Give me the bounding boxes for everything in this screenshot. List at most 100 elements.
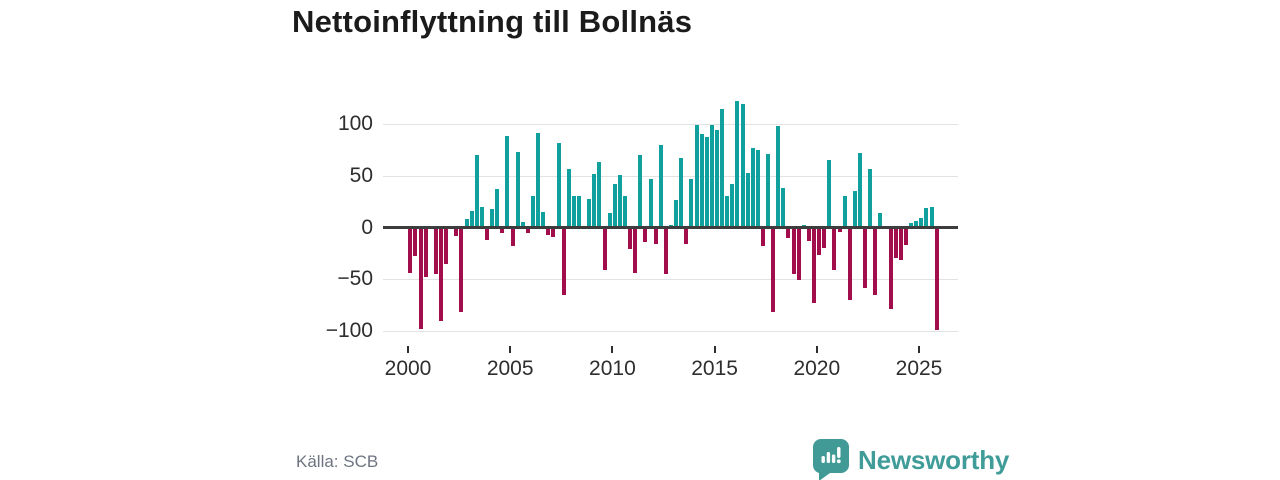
y-axis-label: 50 — [349, 164, 373, 187]
bar — [561, 227, 566, 295]
bar — [750, 148, 755, 228]
bar — [827, 159, 832, 228]
bar — [791, 227, 796, 275]
bar — [612, 184, 617, 228]
bar — [837, 227, 842, 232]
bar — [801, 224, 806, 228]
bar — [684, 227, 689, 245]
bar — [622, 195, 627, 228]
bar — [520, 221, 525, 228]
bar — [408, 227, 413, 274]
bar — [648, 179, 653, 228]
gridline — [383, 278, 958, 280]
bar — [786, 227, 791, 238]
bar — [817, 227, 822, 255]
bar — [510, 227, 515, 247]
bar — [740, 103, 745, 228]
x-axis-label: 2005 — [486, 357, 534, 380]
bar — [755, 150, 760, 228]
bar — [730, 184, 735, 228]
x-axis-tick — [815, 346, 818, 353]
bar — [464, 219, 469, 228]
bar — [541, 212, 546, 228]
bar — [566, 168, 571, 228]
bar — [873, 227, 878, 295]
bar — [878, 213, 883, 228]
bar — [904, 227, 908, 246]
bar — [418, 227, 423, 329]
gridline — [383, 123, 958, 125]
bar — [822, 227, 827, 249]
brand-logo: Newsworthy — [813, 439, 1010, 480]
bar — [571, 195, 576, 228]
x-axis-label: 2015 — [691, 357, 738, 380]
bar — [474, 155, 479, 228]
x-axis-label: 2020 — [793, 357, 841, 380]
bar — [760, 227, 765, 247]
bar — [832, 227, 837, 271]
bar — [459, 227, 464, 313]
x-axis-tick — [713, 346, 716, 353]
bar — [495, 189, 500, 228]
bar — [934, 227, 939, 331]
bar — [699, 133, 704, 228]
bar — [858, 153, 862, 228]
bar — [490, 209, 495, 228]
bar — [812, 227, 816, 304]
bar — [515, 152, 520, 228]
bar — [694, 125, 699, 228]
bar — [868, 168, 873, 228]
bar — [617, 175, 622, 228]
bar — [714, 129, 719, 228]
x-axis-label: 2000 — [384, 357, 432, 380]
bar — [709, 125, 714, 228]
bar — [505, 135, 510, 228]
bar — [633, 227, 638, 274]
x-axis-label: 2025 — [895, 357, 943, 380]
bar — [766, 154, 770, 228]
bar — [781, 188, 786, 228]
bar — [924, 208, 929, 228]
bar — [704, 136, 709, 228]
gridline — [383, 330, 958, 332]
bar — [592, 173, 597, 228]
bar — [796, 227, 801, 281]
bar — [413, 227, 418, 256]
bar — [663, 227, 668, 275]
bar — [500, 227, 505, 233]
bar — [679, 158, 684, 228]
y-axis-label: −50 — [337, 267, 373, 291]
bar — [576, 195, 581, 228]
bar — [720, 108, 724, 228]
bar — [546, 227, 551, 235]
bar — [628, 227, 632, 250]
bar — [638, 155, 643, 228]
bar — [929, 207, 934, 228]
bar — [689, 179, 694, 228]
bar — [776, 126, 781, 228]
y-axis-label: −100 — [325, 319, 373, 343]
bar — [658, 145, 663, 228]
bar — [439, 227, 443, 321]
bar — [852, 190, 857, 228]
bar — [888, 227, 893, 310]
bar — [525, 227, 530, 233]
bar — [485, 227, 489, 241]
bar — [607, 213, 612, 228]
bar — [725, 195, 730, 228]
bar — [597, 161, 602, 228]
bar — [735, 100, 740, 228]
bar — [919, 218, 924, 228]
bar — [653, 227, 658, 245]
x-axis-tick — [407, 346, 409, 353]
bar — [668, 224, 673, 228]
bar — [745, 172, 750, 228]
bar — [674, 199, 678, 228]
bar — [806, 227, 811, 242]
chart-title: Nettoinflyttning till Bollnäs — [292, 4, 693, 39]
bar — [909, 222, 914, 228]
y-axis-label: 0 — [361, 215, 373, 239]
bar — [433, 227, 438, 275]
brand-name: Newsworthy — [858, 445, 1010, 475]
bar — [863, 227, 868, 288]
